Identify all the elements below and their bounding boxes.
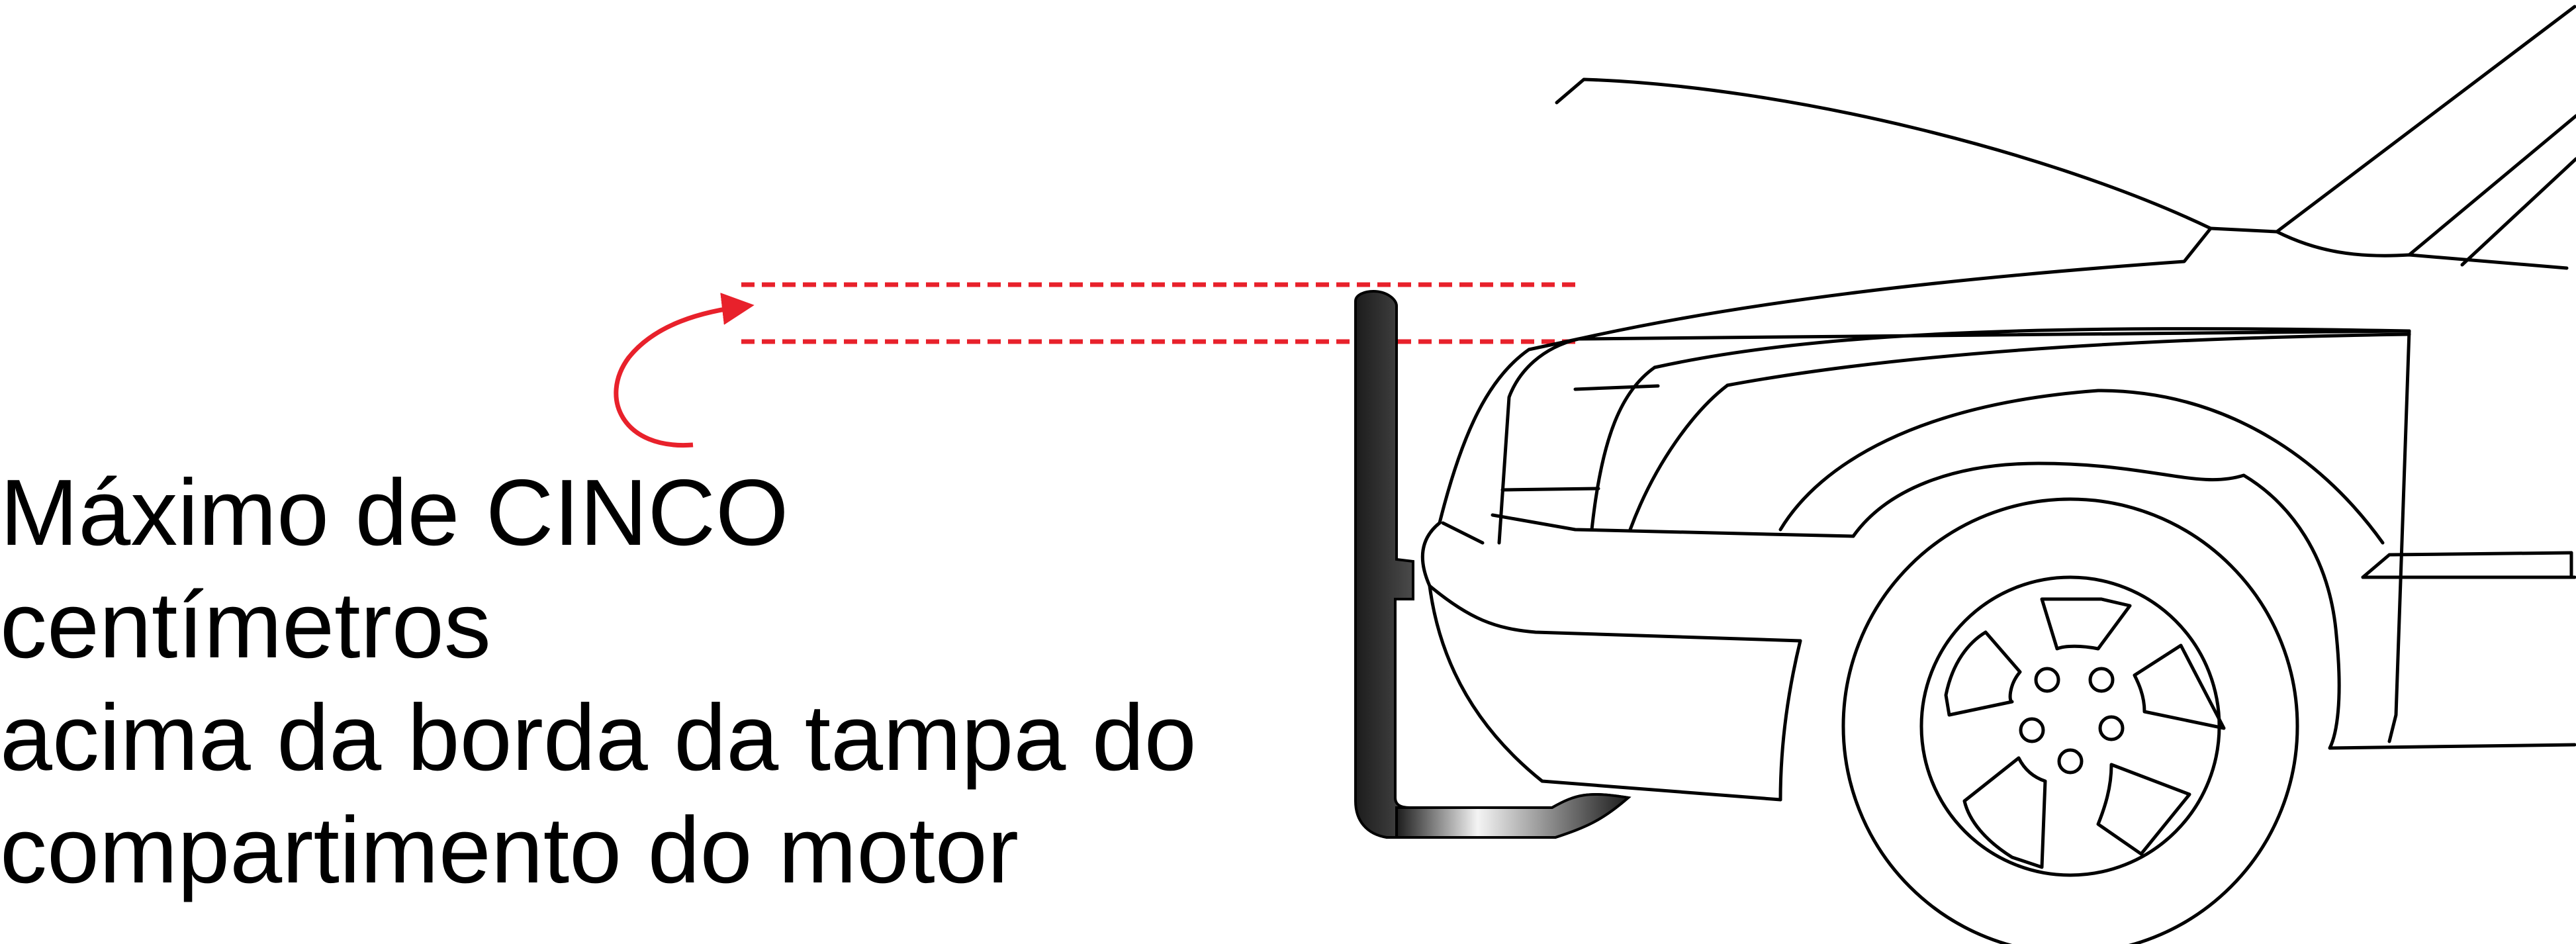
wheel-icon [1841, 497, 2299, 944]
prop-foot [1395, 793, 1632, 839]
hood-prop-rod-icon [1354, 289, 1632, 839]
curved-arrow-icon [614, 293, 755, 448]
caption-line-2: centímetros [0, 573, 491, 678]
open-hood [1555, 77, 2213, 230]
prop-vertical-bar [1354, 289, 1632, 839]
caption-line-3: acima da borda da tampa do [0, 685, 1197, 790]
car-front-outline-icon [1420, 5, 2576, 944]
caption-line-4: compartimento do motor [0, 798, 1019, 903]
clearance-caption: Máximo de CINCO centímetros acima da bor… [0, 457, 1197, 907]
caption-line-1: Máximo de CINCO [0, 460, 789, 565]
measurement-lines [741, 282, 1581, 344]
